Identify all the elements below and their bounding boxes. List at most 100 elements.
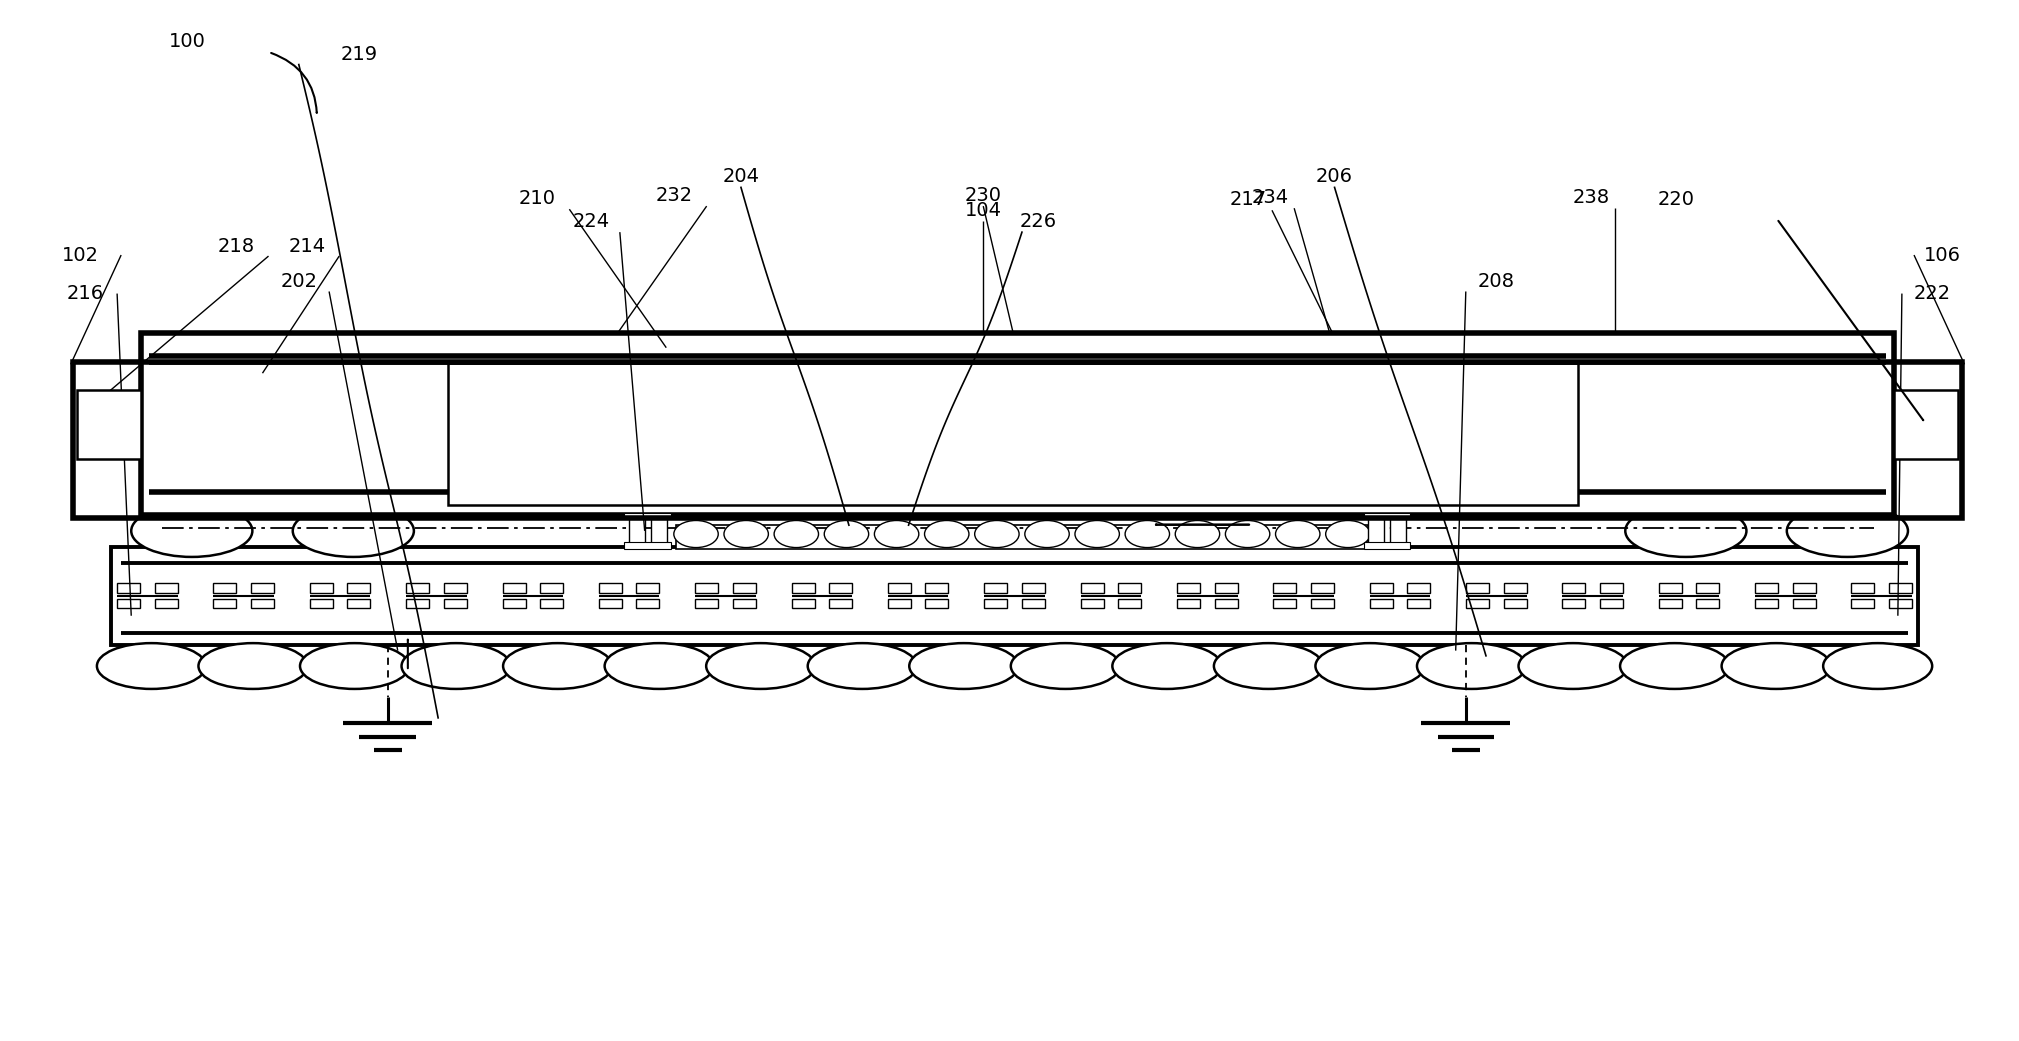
Bar bbox=[406, 583, 430, 593]
Bar bbox=[1599, 583, 1623, 593]
Ellipse shape bbox=[1823, 643, 1932, 689]
Ellipse shape bbox=[1619, 643, 1728, 689]
Bar bbox=[1793, 583, 1815, 593]
Bar bbox=[1310, 600, 1335, 608]
Text: 100: 100 bbox=[170, 32, 206, 51]
Ellipse shape bbox=[1316, 643, 1425, 689]
Bar bbox=[1660, 583, 1682, 593]
Bar bbox=[117, 583, 139, 593]
Bar bbox=[791, 583, 814, 593]
Bar bbox=[1022, 600, 1046, 608]
Bar bbox=[650, 517, 666, 544]
Bar bbox=[1696, 583, 1720, 593]
Text: 104: 104 bbox=[965, 201, 1001, 220]
Bar bbox=[77, 389, 141, 459]
Bar bbox=[1215, 600, 1238, 608]
Bar bbox=[628, 517, 644, 544]
Ellipse shape bbox=[1787, 505, 1908, 557]
Bar bbox=[1851, 583, 1874, 593]
Ellipse shape bbox=[824, 520, 868, 548]
Bar bbox=[1365, 542, 1411, 549]
Bar bbox=[1369, 583, 1393, 593]
Bar bbox=[925, 600, 949, 608]
Bar bbox=[733, 600, 755, 608]
Text: 218: 218 bbox=[218, 237, 254, 256]
Ellipse shape bbox=[975, 520, 1020, 548]
Bar bbox=[444, 600, 466, 608]
Bar bbox=[1504, 600, 1526, 608]
Bar bbox=[983, 600, 1007, 608]
Ellipse shape bbox=[402, 643, 511, 689]
Text: 208: 208 bbox=[1478, 272, 1514, 290]
Ellipse shape bbox=[1276, 520, 1320, 548]
Text: 230: 230 bbox=[965, 186, 1001, 205]
Ellipse shape bbox=[604, 643, 713, 689]
Bar bbox=[1310, 583, 1335, 593]
Bar bbox=[214, 583, 236, 593]
Text: 222: 222 bbox=[1914, 284, 1950, 303]
Bar bbox=[155, 583, 178, 593]
Ellipse shape bbox=[1213, 643, 1322, 689]
Text: 210: 210 bbox=[519, 189, 555, 208]
Ellipse shape bbox=[707, 643, 816, 689]
Bar bbox=[1274, 600, 1296, 608]
Bar bbox=[1369, 600, 1393, 608]
Bar bbox=[155, 600, 178, 608]
Text: 102: 102 bbox=[63, 246, 99, 264]
Bar bbox=[983, 583, 1007, 593]
Text: 234: 234 bbox=[1252, 188, 1288, 207]
Bar bbox=[1504, 583, 1526, 593]
Ellipse shape bbox=[925, 520, 969, 548]
Bar bbox=[830, 583, 852, 593]
Bar bbox=[695, 600, 719, 608]
Text: 226: 226 bbox=[1020, 212, 1056, 231]
Bar bbox=[888, 583, 911, 593]
Bar bbox=[111, 547, 1918, 645]
Text: 216: 216 bbox=[67, 284, 103, 303]
Ellipse shape bbox=[808, 643, 917, 689]
Bar bbox=[1890, 583, 1912, 593]
Bar bbox=[309, 600, 333, 608]
Ellipse shape bbox=[1722, 643, 1831, 689]
Text: 232: 232 bbox=[656, 186, 693, 205]
Ellipse shape bbox=[198, 643, 307, 689]
Ellipse shape bbox=[1625, 505, 1746, 557]
Bar bbox=[1215, 583, 1238, 593]
Bar bbox=[624, 542, 670, 549]
Bar bbox=[791, 600, 814, 608]
Ellipse shape bbox=[1518, 643, 1627, 689]
Bar bbox=[539, 583, 563, 593]
Bar bbox=[347, 600, 369, 608]
Bar bbox=[448, 363, 1579, 505]
Text: 206: 206 bbox=[1316, 168, 1353, 186]
Ellipse shape bbox=[1175, 520, 1219, 548]
Ellipse shape bbox=[97, 643, 206, 689]
Ellipse shape bbox=[1074, 520, 1119, 548]
Bar bbox=[1365, 513, 1411, 517]
Bar bbox=[676, 525, 1369, 549]
Text: 220: 220 bbox=[1658, 191, 1694, 209]
Bar bbox=[1890, 600, 1912, 608]
Bar bbox=[1599, 600, 1623, 608]
Bar bbox=[117, 600, 139, 608]
Bar bbox=[1177, 583, 1199, 593]
Bar bbox=[1466, 583, 1490, 593]
Bar bbox=[695, 583, 719, 593]
Bar bbox=[624, 513, 670, 517]
Bar bbox=[636, 600, 660, 608]
Ellipse shape bbox=[1326, 520, 1371, 548]
Bar bbox=[1119, 600, 1141, 608]
Bar bbox=[1755, 600, 1779, 608]
Bar bbox=[73, 362, 1962, 518]
Bar bbox=[1022, 583, 1046, 593]
Bar bbox=[141, 333, 1894, 515]
Ellipse shape bbox=[874, 520, 919, 548]
Bar bbox=[1894, 389, 1958, 459]
Bar bbox=[250, 600, 275, 608]
Bar bbox=[1660, 600, 1682, 608]
Bar bbox=[1369, 517, 1385, 544]
Text: 214: 214 bbox=[289, 237, 325, 256]
Bar bbox=[1080, 600, 1104, 608]
Text: 202: 202 bbox=[281, 272, 317, 290]
Bar bbox=[1391, 517, 1407, 544]
